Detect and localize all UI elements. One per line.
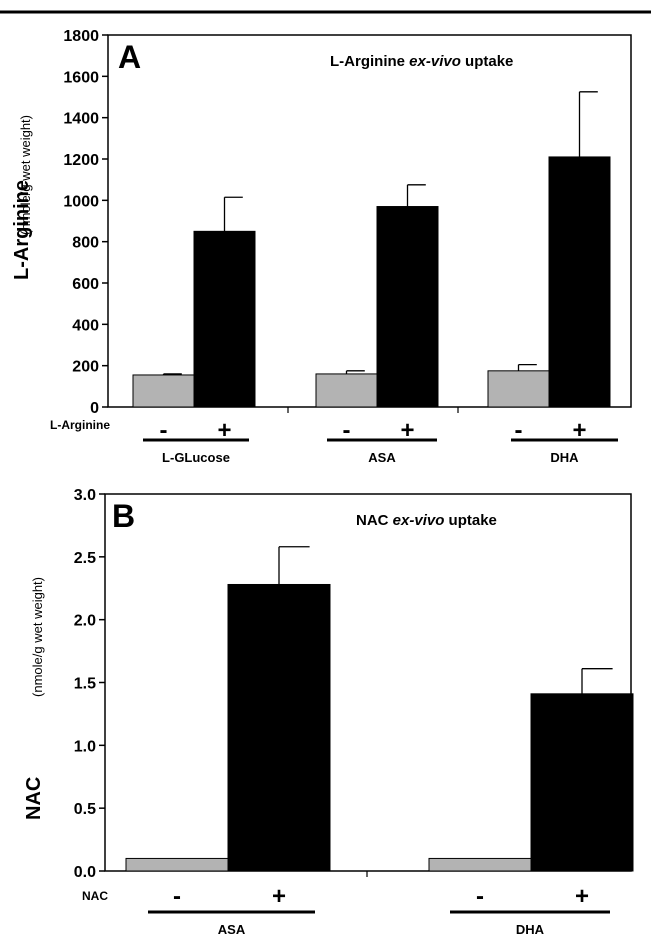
treatment-sign: - xyxy=(173,883,181,910)
panel-label: A xyxy=(118,39,141,75)
group-label: ASA xyxy=(368,450,396,465)
y-axis-label-main: NAC xyxy=(23,777,45,820)
y-tick-label: 600 xyxy=(72,276,99,293)
treatment-sign: - xyxy=(476,883,484,910)
chart-title-italic: ex-vivo xyxy=(393,512,445,529)
bar xyxy=(376,206,439,408)
chart-title-prefix: L-Arginine xyxy=(330,53,409,70)
chart-title-suffix: uptake xyxy=(444,512,497,529)
y-tick-label: 0 xyxy=(90,400,99,417)
y-tick-label: 2.5 xyxy=(74,550,96,567)
chart-title-suffix: uptake xyxy=(461,53,514,70)
row-label: NAC xyxy=(82,889,108,903)
y-axis-label-unit: (nmole/g wet weight) xyxy=(30,577,45,697)
group-label: ASA xyxy=(218,922,246,937)
y-tick-label: 1600 xyxy=(63,69,99,86)
bar xyxy=(315,373,378,408)
chart-title: L-Arginine ex-vivo uptake xyxy=(330,53,513,70)
panel-a: 0 200 400 600 800 1000 1200 1400 1600 1800 - + L-GLu… xyxy=(11,28,632,465)
y-tick-label: 2.0 xyxy=(74,613,96,630)
y-tick-label: 800 xyxy=(72,235,99,252)
treatment-sign: + xyxy=(400,417,414,444)
group-label: DHA xyxy=(550,450,579,465)
y-axis-label-main: L-Arginine xyxy=(11,180,33,280)
treatment-sign: + xyxy=(572,417,586,444)
bar xyxy=(132,374,195,408)
y-tick-label: 200 xyxy=(72,359,99,376)
y-axis-label-unit: (nmole/g wet weight) xyxy=(18,115,33,235)
y-tick-label: 1.0 xyxy=(74,738,96,755)
y-tick-label: 1400 xyxy=(63,111,99,128)
bar xyxy=(530,693,634,872)
group-label: L-GLucose xyxy=(162,450,230,465)
y-tick-label: 0.5 xyxy=(74,801,96,818)
panel-label: B xyxy=(112,498,135,534)
bar xyxy=(193,230,256,408)
y-tick-label: 1800 xyxy=(63,28,99,45)
chart-title-italic: ex-vivo xyxy=(409,53,461,70)
treatment-sign: + xyxy=(575,883,589,910)
y-tick-label: 1000 xyxy=(63,193,99,210)
bar xyxy=(125,857,229,872)
bar xyxy=(227,583,331,872)
treatment-sign: + xyxy=(272,883,286,910)
treatment-sign: + xyxy=(217,417,231,444)
y-tick-label: 400 xyxy=(72,317,99,334)
chart-title-prefix: NAC xyxy=(356,512,393,529)
bar xyxy=(487,370,550,408)
treatment-sign: - xyxy=(343,417,351,444)
y-tick-label: 1200 xyxy=(63,152,99,169)
y-tick-label: 3.0 xyxy=(74,487,96,504)
group-label: DHA xyxy=(516,922,545,937)
y-tick-label: 0.0 xyxy=(74,864,96,881)
bar xyxy=(428,857,532,872)
treatment-sign: - xyxy=(160,417,168,444)
treatment-sign: - xyxy=(515,417,523,444)
row-label: L-Arginine xyxy=(50,418,110,432)
panel-b: 0.0 0.5 1.0 1.5 2.0 2.5 3.0 - + ASA - + DHA NAC B NAC e… xyxy=(23,487,634,937)
chart-title: NAC ex-vivo uptake xyxy=(356,512,497,529)
y-tick-label: 1.5 xyxy=(74,676,96,693)
bar xyxy=(548,156,611,408)
